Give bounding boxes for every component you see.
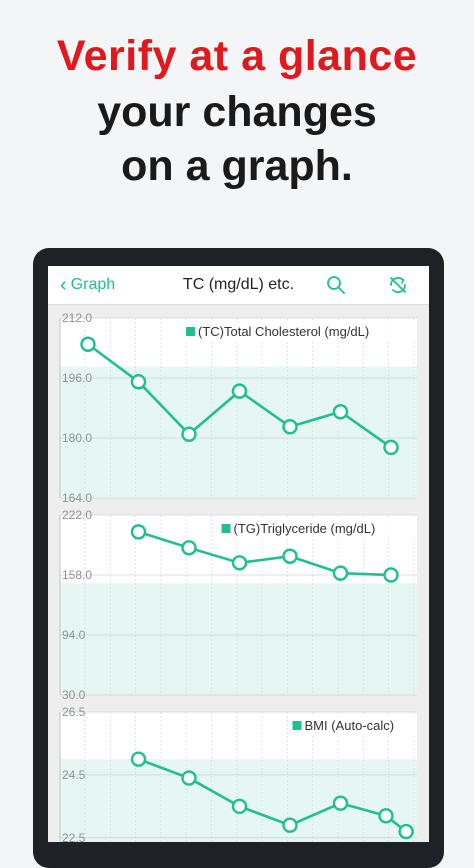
headline-line-2: your changes — [97, 88, 377, 136]
data-point[interactable] — [231, 555, 248, 571]
legend-bg — [217, 519, 415, 537]
legend-label: (TC)Total Cholesterol (mg/dL) — [198, 324, 369, 339]
y-tick-label: 212.0 — [62, 311, 92, 325]
data-point[interactable] — [181, 540, 197, 556]
data-point[interactable] — [130, 524, 147, 540]
back-button-label: Graph — [70, 276, 116, 293]
y-tick-label: 180.0 — [62, 431, 92, 445]
charts-svg: 212.0 196.0 180.0 164.0 (TC)Total Cholestero… — [59, 311, 417, 842]
legend-label: (TG)Triglyceride (mg/dL) — [234, 521, 376, 536]
y-tick-label: 26.5 — [62, 705, 86, 719]
data-point[interactable] — [181, 426, 197, 442]
y-tick-label: 30.0 — [62, 688, 86, 702]
data-point[interactable] — [332, 795, 349, 811]
search-icon[interactable] — [325, 274, 347, 296]
legend-swatch — [221, 524, 231, 533]
sync-off-icon[interactable] — [387, 274, 409, 296]
data-point[interactable] — [383, 567, 399, 583]
legend-bg — [182, 322, 415, 340]
y-tick-label: 158.0 — [62, 568, 92, 582]
back-button[interactable]: ‹ Graph — [60, 275, 115, 295]
data-point[interactable] — [231, 383, 248, 399]
navigation-bar: ‹ Graph TC (mg/dL) etc. — [48, 266, 429, 305]
chart-area[interactable]: 212.0 196.0 180.0 164.0 (TC)Total Cholestero… — [48, 305, 429, 842]
page-title: TC (mg/dL) etc. — [182, 276, 295, 293]
data-point[interactable] — [398, 823, 414, 840]
data-point[interactable] — [378, 808, 394, 824]
headline-line-3: on a graph. — [121, 142, 353, 190]
data-point[interactable] — [282, 419, 298, 435]
normal-range-band — [60, 583, 417, 695]
data-point[interactable] — [231, 798, 248, 815]
data-point[interactable] — [181, 770, 197, 786]
y-tick-label: 164.0 — [62, 491, 92, 505]
y-tick-label: 94.0 — [62, 628, 86, 642]
data-point[interactable] — [332, 404, 349, 420]
data-point[interactable] — [130, 374, 147, 390]
legend-bg — [288, 716, 415, 734]
legend-swatch — [292, 721, 302, 730]
headline-line-1: Verify at a glance — [56, 32, 418, 80]
y-tick-label: 196.0 — [62, 371, 92, 385]
y-tick-label: 222.0 — [62, 508, 92, 522]
y-tick-label: 22.5 — [62, 831, 86, 842]
data-point[interactable] — [80, 336, 96, 352]
data-point[interactable] — [282, 548, 298, 564]
data-point[interactable] — [383, 439, 399, 456]
app-screen: ‹ Graph TC (mg/dL) etc. 212.0 196.0 180.0 1… — [48, 266, 429, 842]
legend-swatch — [186, 327, 195, 336]
y-tick-label: 24.5 — [62, 768, 86, 782]
data-point[interactable] — [130, 751, 147, 767]
data-point[interactable] — [282, 817, 298, 833]
legend-label: BMI (Auto-calc) — [305, 718, 395, 733]
series-line — [138, 530, 392, 577]
data-point[interactable] — [332, 565, 349, 581]
chevron-left-icon: ‹ — [60, 274, 67, 296]
